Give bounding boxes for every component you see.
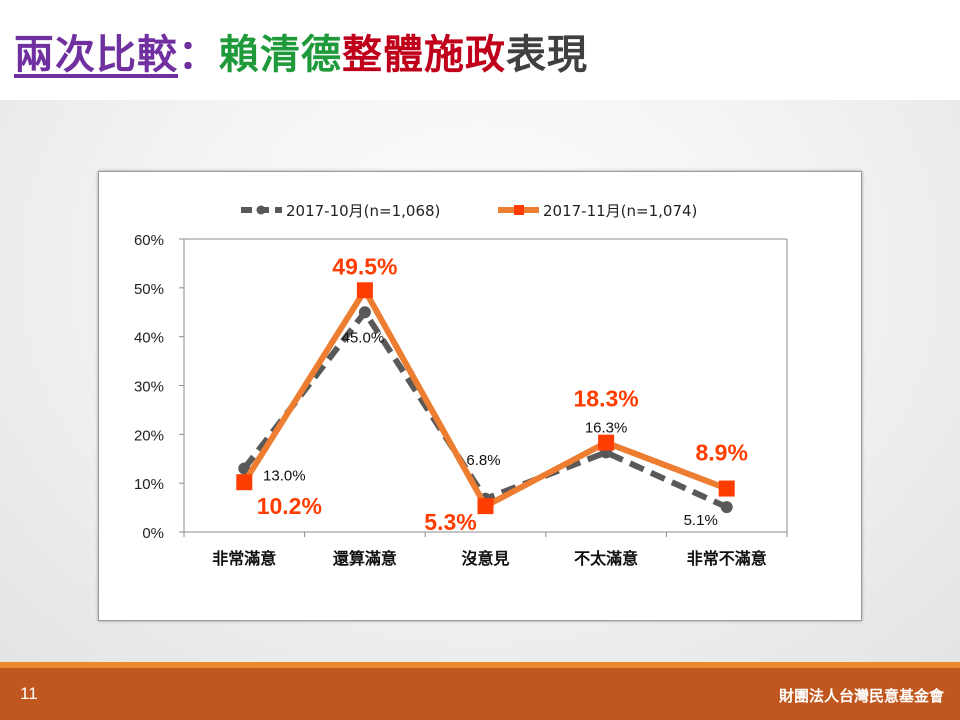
footer-accent [0, 662, 960, 668]
data-point-2017-10 [358, 306, 371, 319]
data-point-2017-10 [238, 462, 251, 475]
data-point-2017-11 [477, 498, 494, 515]
legend-marker-circle [256, 205, 266, 215]
data-point-2017-11 [598, 434, 615, 451]
x-category-label: 非常不滿意 [687, 549, 767, 568]
x-category-label: 沒意見 [461, 549, 509, 568]
series-line-2017-10 [241, 309, 728, 510]
y-tick-label: 10% [134, 476, 164, 493]
legend-label: 2017-11月(n=1,074) [543, 202, 697, 220]
data-point-2017-10 [720, 501, 733, 514]
y-tick-label: 60% [134, 232, 164, 249]
data-label-2017-10: 5.1% [684, 512, 718, 529]
y-tick-label: 40% [134, 330, 164, 347]
data-label-2017-11: 10.2% [257, 493, 322, 519]
title-colon: ： [178, 32, 219, 78]
data-point-2017-11 [718, 480, 735, 497]
data-label-2017-11: 18.3% [573, 386, 638, 412]
organization-name: 財團法人台灣民意基金會 [778, 687, 944, 705]
title-prefix: 兩次比較 [14, 32, 178, 78]
data-label-2017-11: 49.5% [332, 253, 397, 279]
line-chart: 0% 10% 20% 30% 40% 50% 60% 非常滿意 還算滿意 沒意見 不太滿意 非常不滿意… [134, 202, 788, 568]
data-label-2017-10: 6.8% [466, 452, 500, 469]
footer-bar [0, 668, 960, 720]
data-label-2017-10: 13.0% [263, 468, 306, 485]
y-tick-label: 50% [134, 281, 164, 298]
y-tick-label: 20% [134, 427, 164, 444]
y-tick-label: 30% [134, 379, 164, 396]
legend-label: 2017-10月(n=1,068) [286, 202, 440, 220]
x-category-label: 還算滿意 [333, 549, 397, 568]
data-label-2017-11: 8.9% [695, 440, 747, 466]
data-label-2017-10: 45.0% [342, 329, 385, 346]
legend-marker-square [514, 205, 524, 215]
title-topic: 整體施政 [342, 32, 506, 78]
data-point-2017-11 [236, 474, 253, 491]
slide-title: 兩次比較：賴清德整體施政表現 [14, 22, 588, 80]
title-suffix: 表現 [506, 32, 588, 78]
x-category-label: 非常滿意 [212, 549, 276, 568]
chart-frame: 0% 10% 20% 30% 40% 50% 60% 非常滿意 還算滿意 沒意見 不太滿意 非常不滿意… [98, 171, 862, 621]
data-label-2017-11: 5.3% [424, 509, 476, 535]
data-label-2017-10: 16.3% [585, 419, 628, 436]
x-category-label: 不太滿意 [574, 549, 638, 568]
title-subject: 賴清德 [219, 32, 342, 78]
page-number: 11 [20, 684, 38, 703]
data-point-2017-11 [356, 282, 373, 299]
y-tick-label: 0% [142, 525, 164, 542]
title-bar: 兩次比較：賴清德整體施政表現 [0, 0, 960, 100]
